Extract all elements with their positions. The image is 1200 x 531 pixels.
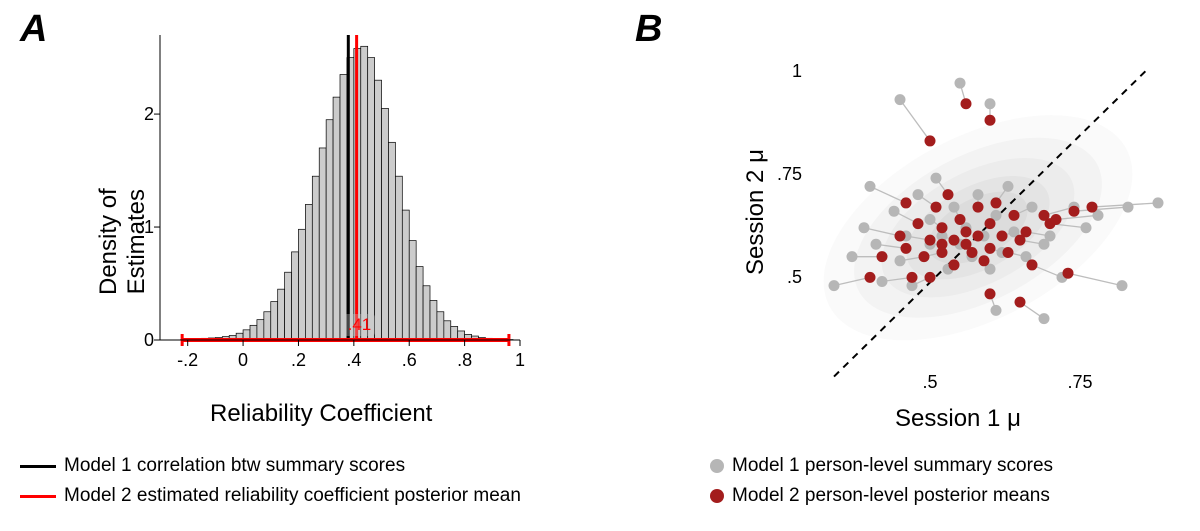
panel-a-label: A: [20, 8, 47, 51]
panel-a-xlabel: Reliability Coefficient: [210, 400, 432, 428]
panel-a-legend-2: Model 2 estimated reliability coefficien…: [20, 485, 521, 507]
panel-b-xlabel: Session 1 μ: [895, 405, 1021, 433]
legend-label: Model 1 person-level summary scores: [732, 455, 1053, 477]
legend-dot-icon: [710, 459, 724, 473]
panel-a-posterior-mean-value: .41: [344, 314, 376, 336]
legend-line-icon: [20, 465, 56, 468]
panel-a-chart: [130, 30, 530, 380]
figure-container: A B Reliability Coefficient Density of E…: [0, 0, 1200, 531]
panel-b-legend-2: Model 2 person-level posterior means: [710, 485, 1050, 507]
legend-line-icon: [20, 495, 56, 498]
panel-a-ylabel: Density of Estimates: [95, 188, 150, 295]
panel-b-chart: [760, 30, 1180, 400]
legend-label: Model 2 estimated reliability coefficien…: [64, 485, 521, 507]
legend-dot-icon: [710, 489, 724, 503]
legend-label: Model 2 person-level posterior means: [732, 485, 1050, 507]
panel-b-legend-1: Model 1 person-level summary scores: [710, 455, 1053, 477]
legend-label: Model 1 correlation btw summary scores: [64, 455, 405, 477]
panel-b-label: B: [635, 8, 662, 51]
panel-a-legend-1: Model 1 correlation btw summary scores: [20, 455, 405, 477]
